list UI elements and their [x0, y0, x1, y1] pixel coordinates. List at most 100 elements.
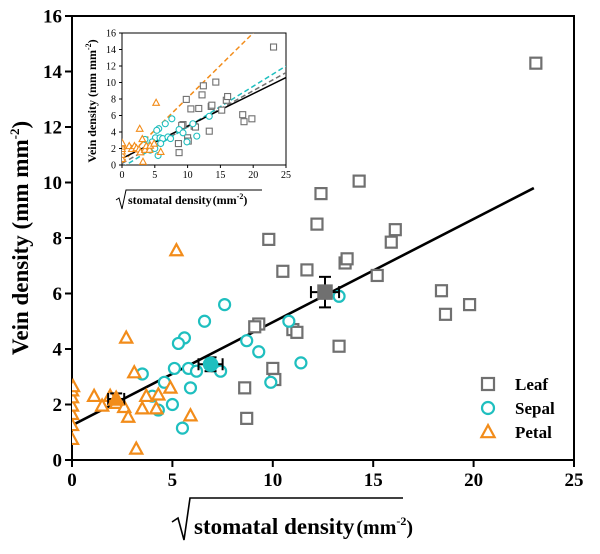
inset-petal-point — [138, 134, 147, 143]
inset-y-tick-label: 0 — [111, 161, 116, 172]
inset-x-axis-sqrt-radical — [115, 189, 262, 210]
inset-x-tick-label: 10 — [183, 170, 193, 181]
inset-leaf-point — [269, 43, 278, 51]
inset-sepal-point — [193, 132, 201, 140]
sepal-point — [183, 381, 198, 395]
inset-y-tick-label: 4 — [111, 128, 116, 139]
petal-point — [72, 397, 80, 412]
inset-sepal-point — [153, 126, 161, 134]
leaf-point — [370, 268, 384, 283]
leaf-point — [266, 361, 280, 376]
inset-leaf-point — [187, 105, 195, 113]
y-tick-label: 4 — [53, 340, 63, 361]
inset-y-tick-label: 12 — [106, 62, 116, 73]
leaf-point — [462, 298, 477, 312]
inset-petal-point — [138, 157, 148, 165]
inset-x-tick-label: 0 — [120, 170, 125, 181]
petal-point — [128, 440, 145, 455]
legend-label-sepal: Sepal — [515, 399, 555, 418]
inset-leaf-point — [195, 104, 203, 113]
sepal-point — [171, 336, 186, 351]
petal-point — [94, 397, 111, 412]
inset-petal-point — [149, 138, 159, 147]
legend-marker-petal — [479, 422, 497, 439]
leaf-point — [434, 284, 449, 298]
leaf-point — [314, 187, 328, 201]
inset-axis-titles: stomatal density(mm-2) Vein density (mm … — [84, 39, 262, 210]
inset-y-tick-label: 14 — [106, 45, 116, 56]
sepal-point — [189, 364, 204, 378]
leaf-point — [332, 339, 346, 353]
mean-leaf-marker — [317, 284, 333, 300]
leaf-point — [352, 174, 366, 188]
leaf-point — [238, 381, 252, 395]
y-tick-label: 0 — [53, 451, 63, 472]
legend-label-petal: Petal — [515, 423, 552, 442]
inset-leaf-point — [239, 111, 247, 119]
petal-point — [72, 416, 80, 432]
inset-sepal-point — [189, 120, 197, 128]
legend-marker-sepal — [480, 400, 496, 416]
petal-point — [72, 388, 80, 404]
sepal-point — [252, 345, 266, 359]
sepal-point — [197, 314, 212, 328]
inset-sepal-point — [179, 129, 187, 137]
sepal-point — [282, 314, 296, 328]
inset-x-axis-title: stomatal density(mm-2) — [128, 192, 247, 207]
petal-point — [182, 406, 199, 422]
inset-x-tick-label: 25 — [281, 170, 291, 181]
inset-sepal-point — [157, 140, 165, 148]
x-tick-label: 10 — [263, 470, 282, 491]
inset-y-tick-label: 10 — [106, 78, 116, 89]
x-tick-label: 0 — [67, 470, 77, 491]
inset-leaf-point — [208, 101, 216, 109]
leaf-point — [384, 235, 398, 249]
inset-leaf-point — [182, 95, 190, 103]
inset-plot: 0 5 10 15 20 25 0 2 4 6 8 10 12 14 16 — [106, 29, 291, 182]
inset-y-tick-label: 16 — [106, 29, 116, 40]
inset-leaf-point — [240, 118, 248, 126]
x-tick-label: 20 — [464, 470, 483, 491]
legend-marker-leaf — [480, 376, 496, 392]
inset-y-tick-label: 8 — [111, 95, 116, 106]
sepal-point — [294, 356, 308, 370]
y-tick-label: 14 — [43, 62, 63, 83]
petal-point — [118, 329, 135, 344]
petal-point — [150, 386, 167, 401]
petal-point — [72, 377, 81, 393]
sepal-point — [218, 298, 232, 312]
petal-point — [72, 430, 80, 446]
inset-x-tick-label: 5 — [152, 170, 157, 181]
x-axis-sqrt-radical — [171, 497, 403, 541]
inset-sepal-point — [168, 115, 176, 123]
leaf-point — [529, 56, 543, 70]
leaf-point — [300, 263, 314, 277]
petal-point — [162, 379, 179, 394]
y-axis-title: Vein density (mm mm-2) — [7, 121, 33, 355]
leaf-point — [290, 325, 304, 339]
sepal-point — [240, 334, 254, 348]
petal-point — [126, 363, 143, 379]
regression-line — [72, 186, 535, 427]
y-tick-label: 10 — [43, 173, 62, 194]
leaf-point — [388, 223, 402, 237]
x-tick-label: 15 — [364, 470, 383, 491]
inset-leaf-point — [248, 115, 256, 123]
inset-leaf-point — [205, 127, 213, 135]
inset-petal-point — [135, 124, 144, 132]
leaf-point — [248, 320, 262, 334]
petal-point — [86, 387, 102, 403]
y-tick-label: 8 — [53, 229, 63, 250]
inset-petal-point — [122, 138, 127, 147]
inset-leaf-point — [174, 140, 182, 148]
sepal-point — [167, 361, 182, 376]
inset-plot-area — [122, 33, 286, 165]
inset-petal-point — [156, 147, 165, 155]
y-tick-label: 16 — [43, 7, 62, 28]
inset-leaf-point — [198, 91, 206, 99]
leaf-point — [310, 217, 324, 231]
inset-leaf-point — [218, 106, 226, 114]
inset-x-tick-label: 20 — [248, 170, 258, 181]
